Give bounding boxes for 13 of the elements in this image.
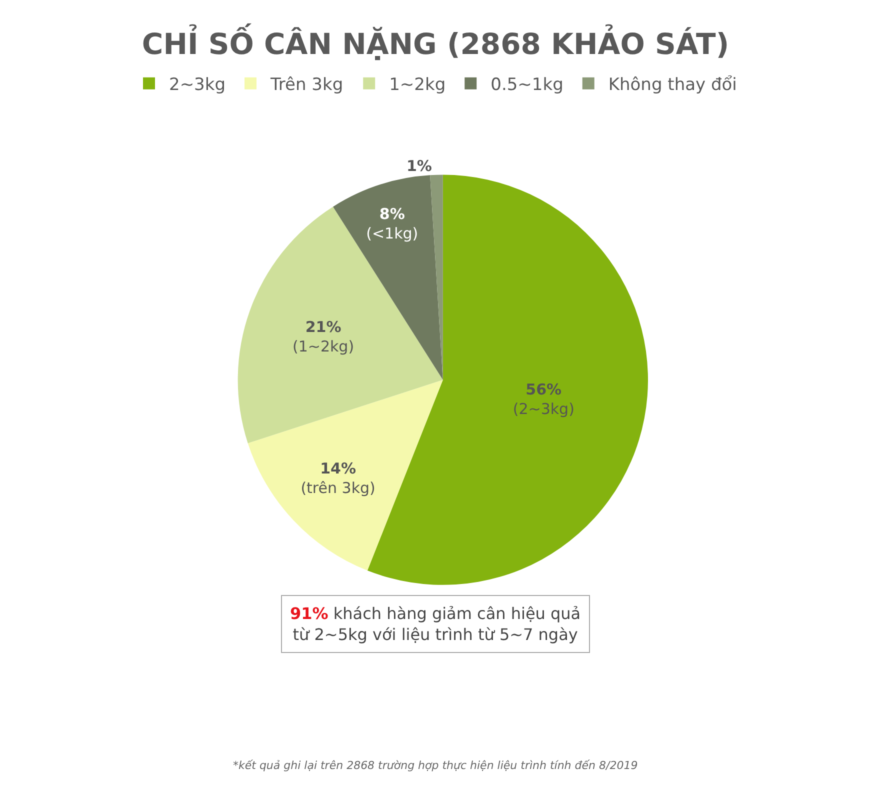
data-label: 56% (2~3kg) (512, 380, 574, 418)
legend-label: Không thay đổi (608, 74, 737, 95)
legend-label: Trên 3kg (270, 74, 344, 95)
legend-label: 2~3kg (169, 74, 226, 95)
data-label: 1% (406, 156, 432, 175)
text: 91% khách hàng giảm cân hiệu quả từ 2~5kg với liệu trình từ 5~7 ngày (290, 604, 581, 644)
chart-title: CHỈ SỐ CÂN NẶNG (2868 KHẢO SÁT) (142, 23, 730, 62)
legend-label: 1~2kg (389, 74, 446, 95)
data-label: 8% (<1kg) (366, 204, 418, 242)
data-label: 21% (1~2kg) (292, 318, 354, 356)
data-label: 14% (trên 3kg) (300, 460, 376, 498)
legend-label: 0.5~1kg (490, 74, 564, 95)
text: *kết quả ghi lại trên 2868 trường hợp thực hiện liệu trình tính đến 8/2019 (233, 759, 638, 772)
